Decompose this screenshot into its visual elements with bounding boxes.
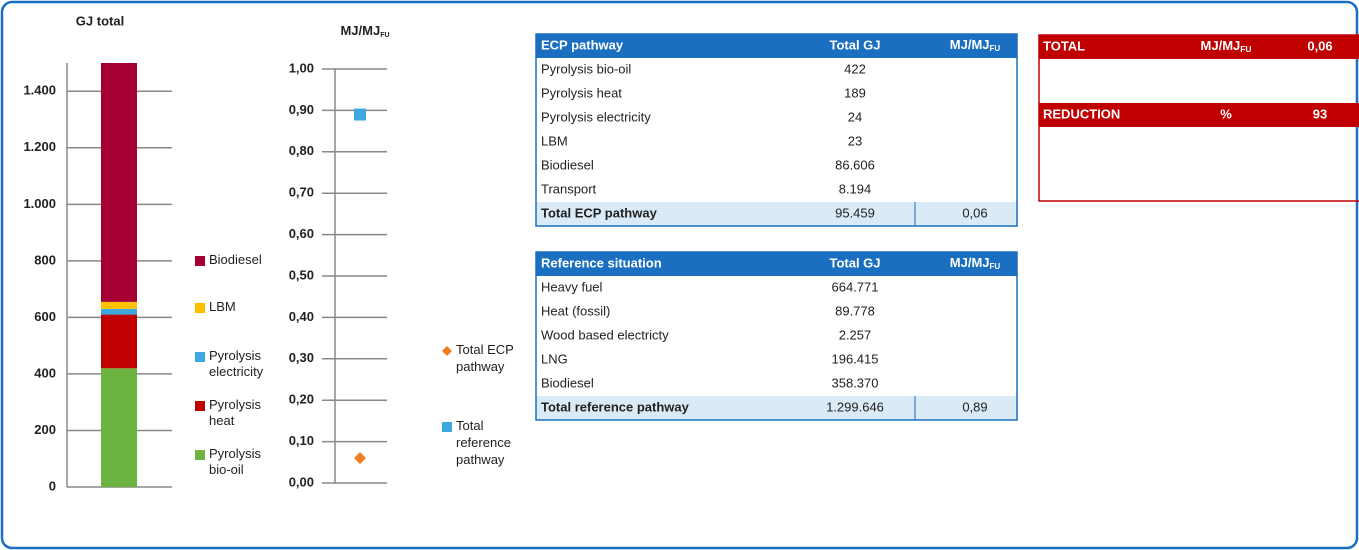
summary-header-bg — [1039, 103, 1359, 127]
y-tick-label: 0,00 — [289, 474, 314, 489]
y-tick-label: 0,30 — [289, 350, 314, 365]
total-row-bg — [536, 396, 1017, 420]
table-cell: LNG — [541, 351, 568, 366]
header-main: MJ/MJ — [950, 255, 990, 270]
table-cell: 196.415 — [832, 351, 879, 366]
legend-swatch — [195, 352, 205, 362]
total-cell: 95.459 — [835, 205, 875, 220]
legend-label: Total reference pathway — [456, 418, 515, 467]
title-sub: FU — [380, 32, 389, 39]
legend-swatch — [195, 401, 205, 411]
table-cell: LBM — [541, 133, 568, 148]
table-header-bg — [536, 34, 1017, 58]
table-cell: 89.778 — [835, 303, 875, 318]
legend-swatch — [195, 450, 205, 460]
legend-label: Pyrolysis electricity — [209, 348, 265, 379]
legend-swatch — [195, 256, 205, 266]
table-cell: 664.771 — [832, 279, 879, 294]
table-cell: 24 — [848, 109, 862, 124]
table-border — [535, 33, 1018, 227]
y-tick-label: 0,60 — [289, 226, 314, 241]
summary-value: 93 — [1313, 106, 1327, 121]
legend-swatch — [195, 303, 205, 313]
y-tick-label: 200 — [34, 422, 56, 437]
table-cell: Biodiesel — [541, 375, 594, 390]
summary-label: TOTAL — [1043, 38, 1085, 53]
title: MJ/MJFU — [1201, 38, 1252, 54]
table-border — [535, 251, 1018, 421]
table-cell: 422 — [844, 61, 866, 76]
table-cell: Pyrolysis heat — [541, 85, 622, 100]
y-tick-label: 1,00 — [289, 60, 314, 75]
y-tick-label: 600 — [34, 309, 56, 324]
table-cell: 2.257 — [839, 327, 872, 342]
header-sub: FU — [990, 262, 1001, 271]
title-main: MJ/MJ — [1201, 38, 1241, 53]
summary-header-bg — [1039, 35, 1359, 59]
title-main: MJ/MJ — [340, 23, 380, 38]
summary-value: 0,06 — [1307, 38, 1332, 53]
y-tick-label: 1.400 — [23, 83, 56, 98]
y-tick-label: 0,70 — [289, 185, 314, 200]
total-cell: Total ECP pathway — [541, 205, 658, 220]
table-cell: 86.606 — [835, 157, 875, 172]
y-tick-label: 0,50 — [289, 267, 314, 282]
total-cell: 1.299.646 — [826, 399, 884, 414]
summary-unit: % — [1220, 106, 1232, 121]
table-cell: Biodiesel — [541, 157, 594, 172]
y-tick-label: 0,80 — [289, 143, 314, 158]
legend-label: Total ECP pathway — [456, 342, 517, 374]
title: MJ/MJFU — [340, 23, 389, 38]
legend-label: Pyrolysis heat — [209, 397, 265, 428]
table-cell: Pyrolysis bio-oil — [541, 61, 631, 76]
table-cell: 358.370 — [832, 375, 879, 390]
y-tick-label: 800 — [34, 252, 56, 267]
y-tick-label: 0,90 — [289, 102, 314, 117]
table-header: ECP pathway — [541, 37, 624, 52]
header-main: MJ/MJ — [950, 37, 990, 52]
title-sub: FU — [1240, 44, 1251, 54]
table-header: MJ/MJFU — [950, 37, 1001, 53]
table-cell: 23 — [848, 133, 862, 148]
bar-segment — [101, 314, 137, 369]
table-header: Total GJ — [829, 255, 880, 270]
bar-segment — [101, 368, 137, 487]
table-cell: Wood based electricty — [541, 327, 669, 342]
legend-marker — [442, 346, 452, 356]
table-cell: Heat (fossil) — [541, 303, 610, 318]
y-tick-label: 1.000 — [23, 196, 56, 211]
point — [354, 108, 366, 121]
point — [354, 452, 366, 465]
y-tick-label: 1.200 — [23, 139, 56, 154]
y-tick-label: 0,20 — [289, 392, 314, 407]
total-cell: 0,89 — [962, 399, 987, 414]
table-header-bg — [536, 252, 1017, 276]
total-cell: 0,06 — [962, 205, 987, 220]
total-row-bg — [536, 202, 1017, 226]
y-tick-label: 0 — [49, 478, 56, 493]
table-cell: Transport — [541, 181, 597, 196]
chart-title: GJ total — [76, 13, 124, 28]
table-header: Total GJ — [829, 37, 880, 52]
y-tick-label: 400 — [34, 365, 56, 380]
bar-segment — [101, 63, 137, 302]
table-cell: Heavy fuel — [541, 279, 603, 294]
table-header: MJ/MJFU — [950, 255, 1001, 271]
bar-segment — [101, 308, 137, 315]
legend-marker — [442, 422, 452, 432]
legend-label: Biodiesel — [209, 252, 262, 267]
table-cell: Pyrolysis electricity — [541, 109, 651, 124]
legend-label: LBM — [209, 299, 236, 314]
bar-segment — [101, 301, 137, 309]
summary-label: REDUCTION — [1043, 106, 1120, 121]
table-cell: 189 — [844, 85, 866, 100]
table-cell: 8.194 — [839, 181, 872, 196]
legend-label: Pyrolysis bio-oil — [209, 446, 265, 477]
y-tick-label: 0,40 — [289, 309, 314, 324]
y-tick-label: 0,10 — [289, 433, 314, 448]
total-cell: Total reference pathway — [541, 399, 690, 414]
table-header: Reference situation — [541, 255, 662, 270]
header-sub: FU — [990, 44, 1001, 53]
